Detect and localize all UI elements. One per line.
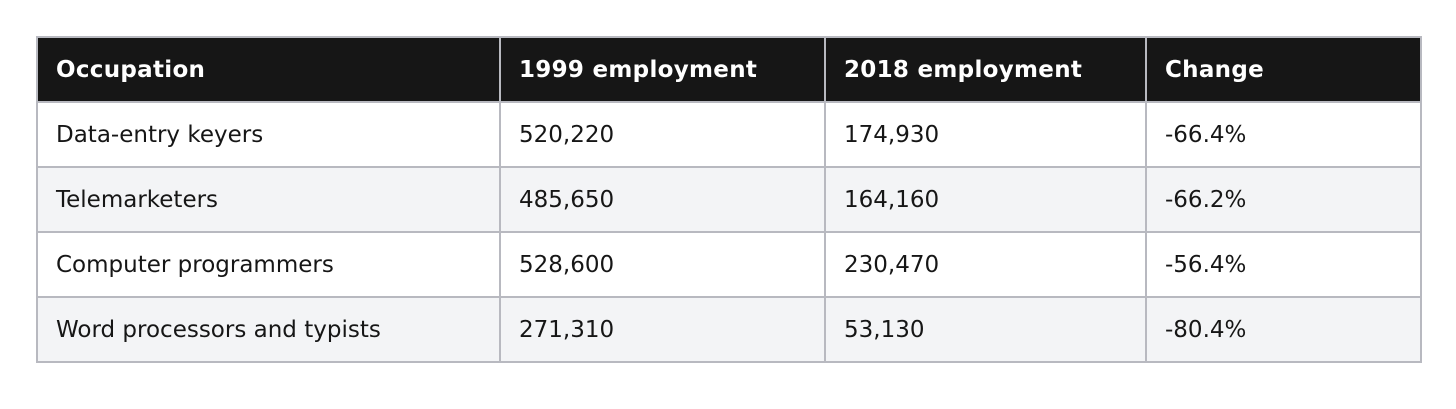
employment-table: Occupation 1999 employment 2018 employme… [36, 36, 1422, 363]
header-change: Change [1145, 36, 1422, 103]
table-row: Computer programmers 528,600 230,470 -56… [36, 231, 1422, 298]
cell-2018-employment: 164,160 [824, 166, 1147, 233]
cell-occupation: Computer programmers [36, 231, 501, 298]
header-1999-employment: 1999 employment [499, 36, 826, 103]
cell-1999-employment: 528,600 [499, 231, 826, 298]
table-row: Word processors and typists 271,310 53,1… [36, 296, 1422, 363]
header-occupation: Occupation [36, 36, 501, 103]
cell-1999-employment: 520,220 [499, 101, 826, 168]
cell-1999-employment: 271,310 [499, 296, 826, 363]
header-2018-employment: 2018 employment [824, 36, 1147, 103]
cell-occupation: Data-entry keyers [36, 101, 501, 168]
cell-occupation: Word processors and typists [36, 296, 501, 363]
cell-change: -66.4% [1145, 101, 1422, 168]
table-header-row: Occupation 1999 employment 2018 employme… [36, 36, 1422, 103]
cell-2018-employment: 53,130 [824, 296, 1147, 363]
cell-2018-employment: 174,930 [824, 101, 1147, 168]
table-row: Telemarketers 485,650 164,160 -66.2% [36, 166, 1422, 233]
cell-occupation: Telemarketers [36, 166, 501, 233]
table-row: Data-entry keyers 520,220 174,930 -66.4% [36, 101, 1422, 168]
table-container: Occupation 1999 employment 2018 employme… [36, 36, 1422, 363]
cell-1999-employment: 485,650 [499, 166, 826, 233]
cell-change: -66.2% [1145, 166, 1422, 233]
cell-change: -56.4% [1145, 231, 1422, 298]
cell-2018-employment: 230,470 [824, 231, 1147, 298]
cell-change: -80.4% [1145, 296, 1422, 363]
